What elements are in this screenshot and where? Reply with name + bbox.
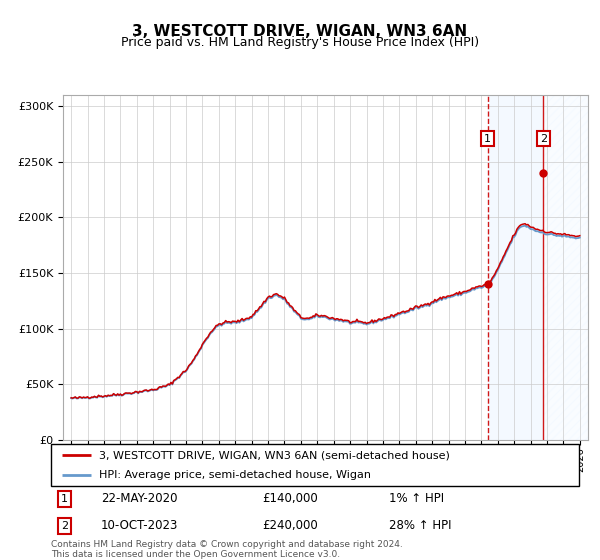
Text: £140,000: £140,000 [262,492,318,506]
Text: 10-OCT-2023: 10-OCT-2023 [101,519,179,533]
Text: 28% ↑ HPI: 28% ↑ HPI [389,519,451,533]
Text: Price paid vs. HM Land Registry's House Price Index (HPI): Price paid vs. HM Land Registry's House … [121,36,479,49]
Text: 1% ↑ HPI: 1% ↑ HPI [389,492,444,506]
Text: 3, WESTCOTT DRIVE, WIGAN, WN3 6AN (semi-detached house): 3, WESTCOTT DRIVE, WIGAN, WN3 6AN (semi-… [98,450,449,460]
Text: 1: 1 [484,133,491,143]
Text: Contains HM Land Registry data © Crown copyright and database right 2024.
This d: Contains HM Land Registry data © Crown c… [51,540,403,559]
Text: £240,000: £240,000 [262,519,318,533]
Text: 22-MAY-2020: 22-MAY-2020 [101,492,178,506]
Text: HPI: Average price, semi-detached house, Wigan: HPI: Average price, semi-detached house,… [98,470,371,479]
Text: 2: 2 [61,521,68,531]
Text: 2: 2 [539,133,547,143]
FancyBboxPatch shape [51,444,579,486]
Bar [488,95,543,440]
Text: 3, WESTCOTT DRIVE, WIGAN, WN3 6AN: 3, WESTCOTT DRIVE, WIGAN, WN3 6AN [133,24,467,39]
Text: 1: 1 [61,494,68,504]
Bar [543,95,600,440]
